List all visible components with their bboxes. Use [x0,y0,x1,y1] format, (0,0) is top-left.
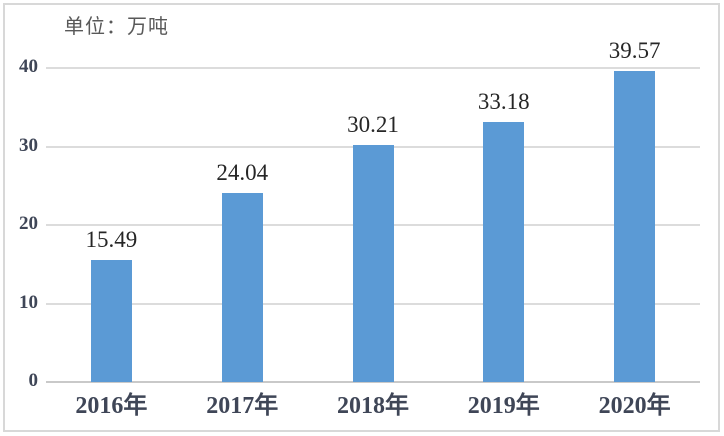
bar-2018年 [352,144,394,382]
x-axis-line [46,381,700,383]
x-tick-2016年: 2016年 [75,393,148,419]
x-tick-2017年: 2017年 [206,393,279,419]
chart-unit-label: 单位：万吨 [64,16,169,38]
bar-2019年 [483,121,525,382]
bar-2020年 [614,71,656,382]
x-tick-2020年: 2020年 [598,393,671,419]
y-tick-30: 30 [19,134,38,156]
x-tick-2019年: 2019年 [467,393,540,419]
y-tick-20: 20 [19,213,38,234]
y-tick-10: 10 [19,291,38,313]
value-label-2016年: 15.49 [85,227,138,253]
y-tick-0: 0 [28,370,39,391]
bar-2017年 [221,193,263,382]
gridline-40 [46,67,700,69]
plot-area [46,67,700,383]
y-tick-40: 40 [19,56,38,77]
x-tick-2018年: 2018年 [337,393,409,419]
value-label-2017年: 24.04 [216,160,269,186]
bar-2016年 [90,260,132,382]
value-label-2019年: 33.18 [477,88,530,114]
value-label-2018年: 30.21 [347,111,399,137]
value-label-2020年: 39.57 [608,38,661,64]
